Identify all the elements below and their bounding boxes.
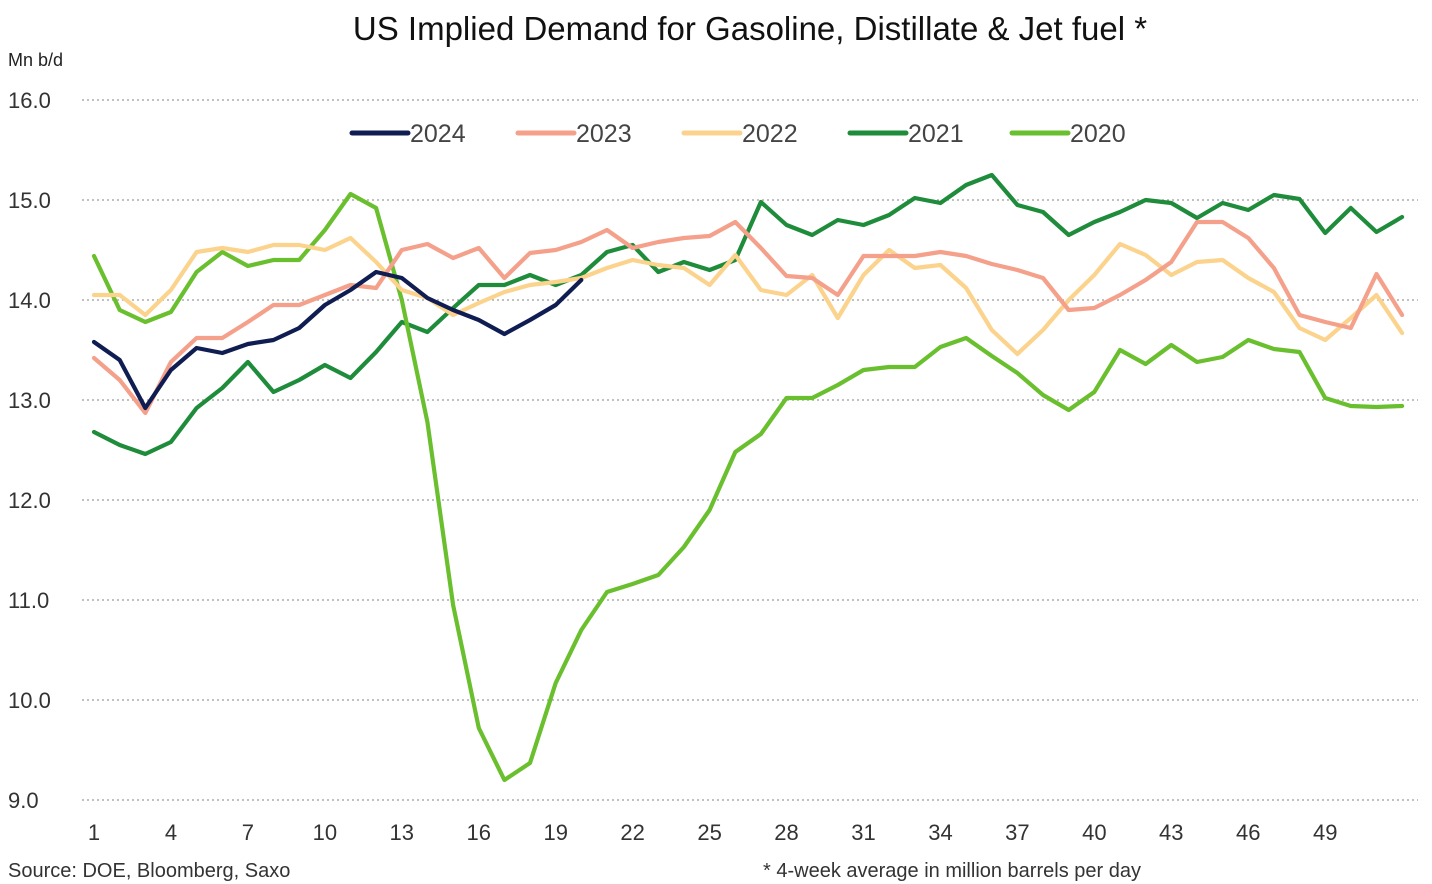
chart-title: US Implied Demand for Gasoline, Distilla… xyxy=(352,10,1148,47)
legend-label: 2020 xyxy=(1070,120,1126,148)
y-tick-label: 15.0 xyxy=(8,188,51,213)
legend-item-2023: 2023 xyxy=(515,120,632,148)
x-tick-label: 28 xyxy=(774,820,798,845)
legend-label: 2022 xyxy=(742,120,798,148)
footnote: * 4-week average in million barrels per … xyxy=(763,860,1141,882)
source-note: Source: DOE, Bloomberg, Saxo xyxy=(8,860,291,882)
series-line-2023 xyxy=(91,219,1405,416)
y-tick-label: 14.0 xyxy=(8,288,51,313)
x-tick-label: 34 xyxy=(928,820,952,845)
y-axis-ticks: 16.0 15.0 14.0 13.0 12.0 11.0 10.0 9.0 xyxy=(8,88,51,813)
x-tick-label: 1 xyxy=(88,820,100,845)
x-tick-label: 10 xyxy=(313,820,337,845)
x-tick-label: 16 xyxy=(467,820,491,845)
legend: 2024 2023 2022 2021 2020 xyxy=(349,120,1126,148)
y-tick-label: 13.0 xyxy=(8,388,51,413)
series-line-2020 xyxy=(91,191,1405,783)
legend-item-2022: 2022 xyxy=(681,120,798,148)
legend-item-2021: 2021 xyxy=(847,120,964,148)
x-tick-label: 7 xyxy=(242,820,254,845)
y-tick-label: 9.0 xyxy=(8,788,39,813)
x-tick-label: 25 xyxy=(697,820,721,845)
series-line-2021 xyxy=(91,172,1405,457)
series-line-2022 xyxy=(91,235,1405,357)
x-tick-label: 22 xyxy=(620,820,644,845)
y-tick-label: 10.0 xyxy=(8,688,51,713)
series-lines xyxy=(91,172,1405,783)
y-tick-label: 12.0 xyxy=(8,488,51,513)
x-tick-label: 19 xyxy=(543,820,567,845)
legend-item-2024: 2024 xyxy=(349,120,466,148)
y-tick-label: 11.0 xyxy=(8,588,49,613)
legend-label: 2023 xyxy=(576,120,632,148)
x-tick-label: 13 xyxy=(390,820,414,845)
x-tick-label: 46 xyxy=(1236,820,1260,845)
x-axis-ticks: 1 4 7 10 13 16 19 22 25 28 31 34 37 40 43 46 49 xyxy=(88,820,1338,845)
legend-label: 2021 xyxy=(908,120,964,148)
x-tick-label: 37 xyxy=(1005,820,1029,845)
y-tick-label: 16.0 xyxy=(8,88,51,113)
x-tick-label: 49 xyxy=(1313,820,1337,845)
x-tick-label: 4 xyxy=(165,820,177,845)
x-tick-label: 40 xyxy=(1082,820,1106,845)
y-axis-unit-label: Mn b/d xyxy=(8,50,64,70)
legend-item-2020: 2020 xyxy=(1009,120,1126,148)
x-tick-label: 31 xyxy=(851,820,875,845)
x-tick-label: 43 xyxy=(1159,820,1183,845)
series-line-2024 xyxy=(91,269,584,411)
legend-label: 2024 xyxy=(410,120,466,148)
